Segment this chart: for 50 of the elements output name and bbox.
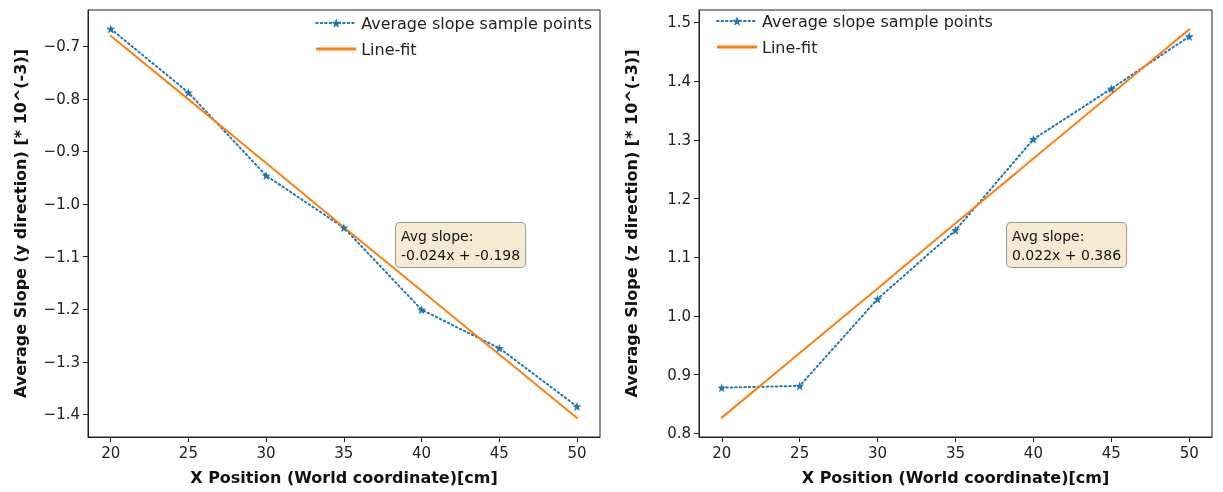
point (873, 294, 883, 304)
point (183, 88, 193, 98)
x-tick-label: 30 (868, 443, 888, 462)
x-tick-label: 50 (1179, 443, 1199, 462)
y-tick-label: −0.8 (43, 89, 80, 108)
x-tick-label: 50 (567, 443, 587, 462)
point (1028, 134, 1038, 144)
x-tick-label: 35 (334, 443, 354, 462)
y-tick-label: 1.2 (667, 189, 691, 208)
point (795, 381, 805, 391)
annotation: Avg slope: -0.024x + -0.198 (401, 227, 521, 263)
x-tick-label: 20 (712, 443, 732, 462)
point (494, 343, 504, 353)
y-tick-label: 1.0 (667, 307, 691, 326)
x-tick-label: 25 (790, 443, 810, 462)
x-tick-label: 45 (1101, 443, 1121, 462)
point (951, 225, 960, 235)
legend-label: Line-fit (361, 39, 417, 59)
y-axis-title: Average Slope (y direction) [* 10^(-3)] (10, 48, 30, 399)
point (106, 24, 116, 34)
x-tick-label: 25 (178, 443, 198, 462)
y-tick-label: −1.2 (43, 300, 80, 319)
y-tick-label: −0.9 (43, 142, 80, 161)
legend-label: Line-fit (762, 37, 818, 57)
y-tick-label: −1.0 (43, 195, 80, 214)
y-tick-label: −1.1 (43, 247, 80, 266)
x-tick-label: 40 (412, 443, 432, 462)
legend-label: Average slope sample points (361, 13, 592, 33)
x-tick-label: 35 (945, 443, 966, 462)
point (572, 402, 582, 411)
y-tick-label: 0.9 (667, 365, 691, 384)
x-tick-label: 30 (256, 443, 276, 462)
annotation: Avg slope: 0.022x + 0.386 (1012, 227, 1122, 263)
point (417, 305, 427, 315)
y-tick-label: −0.7 (43, 37, 80, 56)
y-tick-label: 1.3 (667, 130, 691, 149)
y-tick-label: 1.4 (667, 72, 691, 91)
y-tick-label: 1.5 (667, 13, 691, 32)
x-axis-title: X Position (World coordinate)[cm] (801, 467, 1110, 487)
y-tick-label: −1.3 (43, 352, 80, 371)
y-axis-title: Average Slope (z direction) [* 10^(-3)] (621, 49, 641, 398)
x-axis-title: X Position (World coordinate)[cm] (190, 467, 498, 487)
x-tick-label: 20 (101, 443, 121, 462)
y-tick-label: 0.8 (667, 424, 691, 443)
y-tick-label: −1.4 (43, 405, 80, 424)
y-tick-label: 1.1 (667, 248, 691, 267)
point (1184, 31, 1194, 41)
legend-label: Average slope sample points (762, 11, 993, 31)
x-tick-label: 40 (1023, 443, 1043, 462)
x-tick-label: 45 (489, 443, 509, 462)
